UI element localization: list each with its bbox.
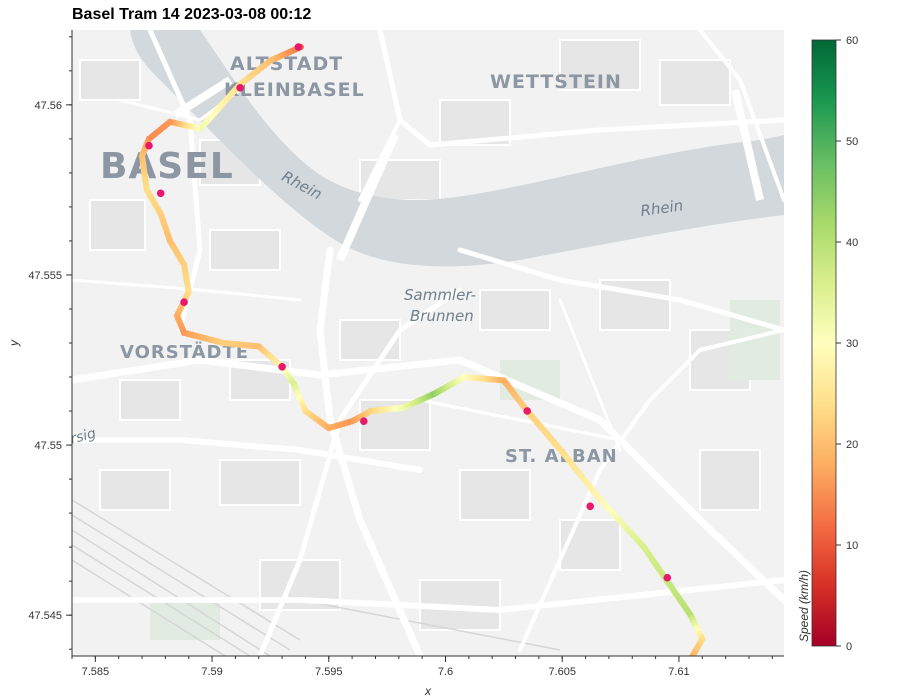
x-axis-ticks: 7.585 7.59 7.595 7.6 7.605 7.61 bbox=[71, 656, 773, 678]
colorbar-tick-label: 0 bbox=[846, 641, 852, 653]
x-tick-label: 7.61 bbox=[668, 666, 689, 678]
colorbar-tick-label: 60 bbox=[846, 35, 858, 47]
stop-marker bbox=[145, 141, 153, 150]
colorbar-tick-label: 10 bbox=[846, 540, 858, 552]
map-label-kleinbasel: KLEINBASEL bbox=[224, 79, 365, 101]
x-tick-label: 7.59 bbox=[201, 666, 222, 678]
y-axis-label: y bbox=[7, 339, 21, 347]
colorbar-ticks: 0 10 20 30 40 50 60 bbox=[836, 35, 858, 653]
x-tick-label: 7.595 bbox=[315, 666, 343, 678]
stop-marker bbox=[684, 655, 688, 656]
colorbar-tick-label: 30 bbox=[846, 338, 858, 350]
map-label-rhein-east: Rhein bbox=[639, 196, 684, 220]
colorbar-tick-label: 50 bbox=[846, 136, 858, 148]
stop-marker bbox=[663, 573, 672, 582]
y-tick-label: 47.55 bbox=[34, 440, 62, 452]
x-tick-label: 7.585 bbox=[82, 666, 110, 678]
chart-title: Basel Tram 14 2023-03-08 00:12 bbox=[72, 6, 312, 23]
y-tick-label: 47.56 bbox=[34, 100, 62, 112]
colorbar bbox=[811, 39, 837, 647]
x-tick-label: 7.6 bbox=[438, 666, 453, 678]
colorbar-label: Speed (km/h) bbox=[797, 570, 811, 642]
y-tick-label: 47.545 bbox=[28, 610, 62, 622]
stop-marker bbox=[156, 189, 165, 198]
stop-marker bbox=[360, 417, 368, 426]
map-label-sammler: Sammler- bbox=[404, 286, 476, 304]
map-label-rsig: rsig bbox=[69, 425, 98, 447]
stop-marker bbox=[586, 502, 594, 511]
x-axis-label: x bbox=[424, 684, 432, 698]
map-label-wettstein: WETTSTEIN bbox=[490, 71, 622, 93]
map-label-vorstaedte: VORSTÄDTE bbox=[120, 341, 249, 363]
colorbar-tick-label: 40 bbox=[846, 237, 858, 249]
track-point bbox=[689, 653, 696, 656]
stop-marker bbox=[180, 298, 188, 307]
stop-marker bbox=[278, 363, 286, 371]
tram-stops-layer bbox=[145, 43, 688, 656]
stop-marker bbox=[236, 84, 244, 92]
y-axis-ticks: 47.545 47.55 47.555 47.56 bbox=[28, 36, 72, 650]
x-tick-label: 7.605 bbox=[548, 666, 576, 678]
stop-marker bbox=[294, 43, 303, 51]
stop-marker bbox=[523, 407, 531, 415]
map-label-basel: BASEL bbox=[100, 146, 234, 187]
y-tick-label: 47.555 bbox=[28, 270, 62, 282]
basemap: ALTSTADT KLEINBASEL WETTSTEIN BASEL Rhei… bbox=[69, 30, 784, 656]
map-label-brunnen: Brunnen bbox=[410, 307, 474, 325]
map-label-st-alban: ST. ALBAN bbox=[505, 446, 618, 467]
colorbar-tick-label: 20 bbox=[846, 439, 858, 451]
